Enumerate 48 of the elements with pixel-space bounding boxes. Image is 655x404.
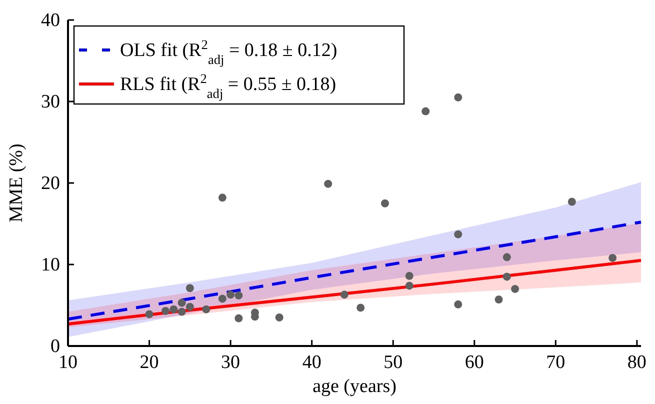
point (178, 308, 186, 316)
x-tick-label: 80 (627, 352, 646, 373)
point (186, 302, 194, 311)
point (218, 294, 226, 303)
point (324, 180, 332, 188)
line-series (66, 258, 642, 326)
point (275, 313, 284, 322)
legend-label: RLS fit (R$^{2}$$_{adj}$ = 0.55 ± 0.18) (120, 70, 336, 100)
point (356, 304, 365, 312)
x-tick-label: 70 (546, 352, 566, 373)
point (340, 290, 348, 299)
x-axis-title: age (years) (312, 376, 396, 397)
x-tick-label: 50 (384, 352, 403, 373)
point (226, 290, 235, 299)
point (202, 305, 210, 314)
point (170, 305, 178, 314)
point (186, 284, 194, 292)
y-axis-title: MME (%) (6, 144, 27, 222)
x-tick-label: 30 (221, 352, 240, 373)
point (511, 284, 520, 293)
legend-label: OLS fit (R$^{2}$$_{adj}$ = 0.18 ± 0.12) (120, 36, 338, 66)
point (234, 314, 243, 322)
x-tick-label: 20 (140, 352, 159, 373)
y-tick-label: 40 (41, 10, 60, 31)
point (494, 296, 503, 304)
point (405, 272, 414, 280)
y-tick-label: 30 (41, 92, 60, 112)
point (422, 107, 430, 116)
point (502, 272, 511, 281)
y-tick-label: 20 (41, 173, 60, 194)
point (608, 254, 617, 262)
point (454, 93, 462, 102)
point (145, 310, 154, 318)
point (405, 282, 414, 290)
point (568, 198, 576, 206)
point (454, 230, 462, 238)
point (218, 194, 226, 202)
point (234, 291, 243, 300)
point (454, 300, 462, 308)
x-tick-label: 40 (302, 352, 322, 373)
point (380, 199, 389, 208)
y-tick-label: 0 (50, 336, 60, 357)
point (502, 253, 511, 262)
point (178, 298, 186, 307)
x-tick-label: 60 (464, 352, 484, 373)
y-tick-label: 10 (41, 254, 60, 276)
x-tick-label: 10 (58, 352, 78, 373)
point (162, 306, 170, 315)
